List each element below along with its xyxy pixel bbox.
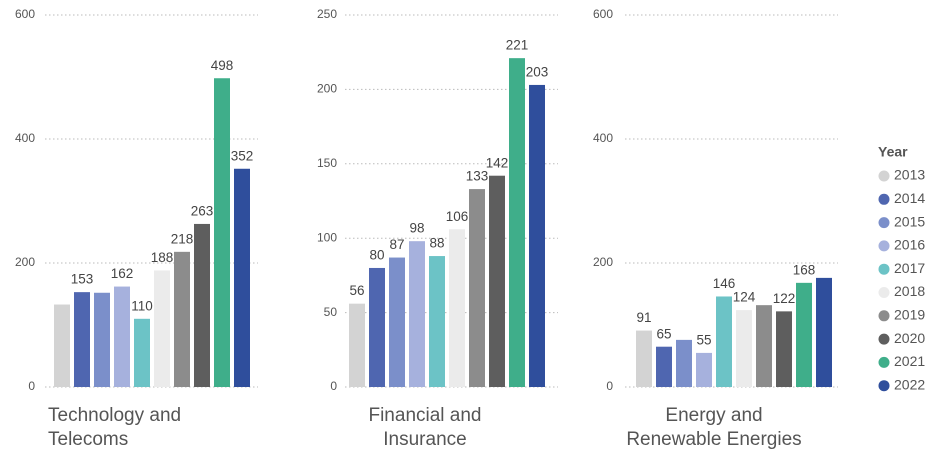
legend-swatch	[878, 356, 890, 368]
bar	[449, 229, 465, 387]
bar	[429, 256, 445, 387]
y-tick-label: 600	[15, 7, 35, 21]
data-label: 162	[111, 266, 134, 281]
panel-title: Telecoms	[48, 429, 128, 450]
data-label: 188	[151, 250, 174, 265]
bar	[134, 318, 150, 387]
bar	[509, 58, 525, 387]
data-label: 88	[429, 236, 444, 251]
y-tick-label: 0	[330, 379, 337, 393]
y-tick-label: 600	[593, 7, 613, 21]
bar	[349, 303, 365, 387]
legend-label: 2021	[894, 353, 925, 369]
bar	[656, 346, 672, 387]
bar	[194, 223, 210, 387]
bar	[529, 84, 545, 387]
bar	[114, 286, 130, 387]
legend-label: 2013	[894, 167, 925, 183]
data-label: 168	[793, 262, 816, 277]
bar	[816, 277, 832, 387]
legend-swatch	[878, 217, 890, 229]
y-tick-label: 150	[317, 156, 337, 170]
y-tick-label: 200	[317, 82, 337, 96]
legend-title: Year	[878, 144, 908, 160]
bar	[154, 270, 170, 387]
data-label: 65	[656, 326, 671, 341]
bar	[234, 168, 250, 387]
bar	[696, 352, 712, 387]
bar	[74, 292, 90, 387]
legend-label: 2016	[894, 237, 925, 253]
data-label: 498	[211, 58, 234, 73]
data-label: 263	[191, 204, 214, 219]
data-label: 80	[369, 248, 384, 263]
legend-label: 2018	[894, 283, 925, 299]
legend-swatch	[878, 310, 890, 322]
legend-label: 2014	[894, 190, 925, 206]
legend-swatch	[878, 333, 890, 345]
y-tick-label: 400	[593, 131, 613, 145]
legend-swatch	[878, 263, 890, 275]
data-label: 122	[773, 291, 796, 306]
bar	[736, 310, 752, 387]
data-label: 133	[466, 169, 489, 184]
y-tick-label: 200	[593, 255, 613, 269]
data-label: 55	[696, 332, 711, 347]
bar	[676, 339, 692, 387]
legend-swatch	[878, 240, 890, 252]
legend-label: 2017	[894, 260, 925, 276]
legend-swatch	[878, 287, 890, 298]
y-tick-label: 200	[15, 255, 35, 269]
legend-swatch	[878, 193, 890, 205]
bar	[776, 311, 792, 387]
data-label: 110	[131, 298, 153, 313]
data-label: 221	[506, 38, 529, 53]
panel-title: Financial and	[368, 405, 481, 426]
legend-label: 2022	[894, 376, 925, 392]
data-label: 352	[231, 148, 254, 163]
bar	[174, 251, 190, 387]
panel-title: Renewable Energies	[626, 429, 801, 450]
bar	[756, 305, 772, 387]
bar	[636, 330, 652, 387]
legend-swatch	[878, 380, 890, 392]
bar	[54, 304, 70, 387]
y-tick-label: 50	[324, 305, 338, 319]
bar	[796, 282, 812, 387]
panel-title: Technology and	[48, 405, 181, 426]
data-label: 142	[486, 155, 509, 170]
legend-label: 2020	[894, 330, 925, 346]
y-tick-label: 0	[606, 379, 613, 393]
data-label: 98	[409, 221, 424, 236]
bar	[214, 78, 230, 388]
data-label: 203	[526, 64, 549, 79]
y-tick-label: 250	[317, 7, 337, 21]
bar	[94, 292, 110, 387]
legend-label: 2015	[894, 213, 925, 229]
data-label: 87	[389, 237, 404, 252]
panel-title: Energy and	[665, 405, 762, 426]
y-tick-label: 0	[28, 379, 35, 393]
y-tick-label: 100	[317, 230, 337, 244]
legend-label: 2019	[894, 307, 925, 323]
data-label: 153	[71, 272, 94, 287]
bar	[369, 267, 385, 387]
data-label: 124	[733, 290, 756, 305]
bar	[716, 296, 732, 387]
data-label: 56	[349, 283, 364, 298]
y-tick-label: 400	[15, 131, 35, 145]
data-label: 106	[446, 209, 469, 224]
data-label: 146	[713, 276, 736, 291]
data-label: 91	[636, 310, 651, 325]
bar	[389, 257, 405, 387]
data-label: 218	[171, 231, 194, 246]
bar	[409, 241, 425, 387]
bar	[489, 175, 505, 387]
legend-swatch	[878, 170, 890, 182]
bar	[469, 189, 485, 387]
panel-title: Insurance	[383, 429, 466, 450]
